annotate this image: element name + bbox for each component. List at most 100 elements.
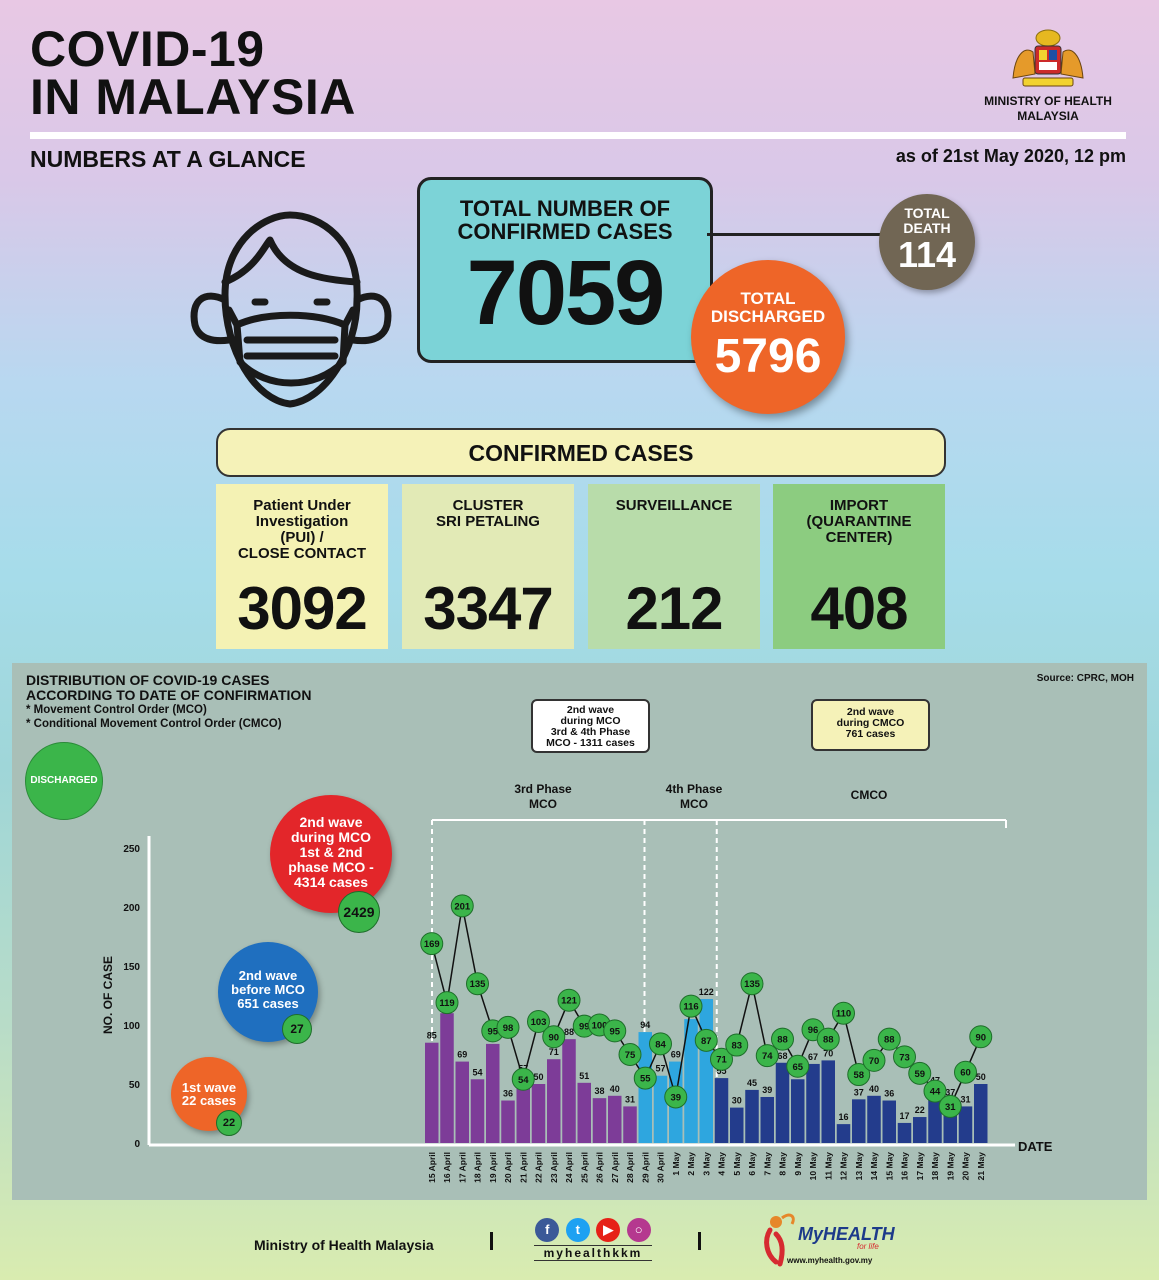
bar <box>440 1013 454 1143</box>
x-tick-label: 23 April <box>549 1152 559 1183</box>
bar <box>699 999 713 1143</box>
wave2-before-line: 651 cases <box>237 996 299 1011</box>
x-tick-label: 8 May <box>778 1152 788 1176</box>
x-tick-label: 12 May <box>839 1152 849 1181</box>
myhealth-url[interactable]: www.myhealth.gov.my <box>787 1256 873 1265</box>
discharged-marker <box>786 1054 810 1078</box>
discharged-value-label: 90 <box>548 1032 559 1043</box>
bar-value-label: 55 <box>716 1066 726 1076</box>
x-tick-label: 16 May <box>900 1152 910 1181</box>
discharged-value-label: 54 <box>518 1075 529 1086</box>
bar <box>836 1124 851 1143</box>
discharged-value-label: 135 <box>470 979 487 990</box>
discharged-marker <box>847 1063 871 1087</box>
discharged-marker <box>664 1085 688 1109</box>
bar-value-label: 57 <box>655 1064 665 1074</box>
discharged-value-label: 88 <box>823 1035 834 1046</box>
cluster-label: CLUSTER SRI PETALING <box>402 498 574 578</box>
phase4-label: MCO <box>680 797 708 811</box>
wave1-line: 22 cases <box>181 1093 237 1108</box>
discharged-marker <box>740 972 764 996</box>
bar <box>867 1095 881 1143</box>
wave2-mco-discharged: 2429 <box>338 891 380 933</box>
mco-wave-box-line: MCO - 1311 cases <box>546 737 635 749</box>
discharged-value-label: 98 <box>503 1023 514 1034</box>
bar-value-label: 17 <box>899 1111 909 1121</box>
discharged-value-label: 84 <box>655 1039 666 1050</box>
discharged-marker <box>542 1025 566 1049</box>
bar <box>470 1079 485 1143</box>
bar <box>547 1059 561 1143</box>
bar <box>653 1075 668 1143</box>
discharged-marker <box>832 1001 855 1025</box>
y-tick-label: 150 <box>123 962 140 973</box>
total-death-label-line-1: TOTAL <box>904 205 950 221</box>
x-tick-label: 3 May <box>701 1152 711 1176</box>
discharged-marker <box>816 1027 840 1051</box>
discharged-marker <box>877 1027 901 1051</box>
discharged-marker <box>603 1019 627 1043</box>
bar-value-label: 31 <box>625 1094 635 1104</box>
surveillance-label-line: SURVEILLANCE <box>615 497 733 514</box>
x-tick-label: 25 April <box>579 1152 589 1183</box>
discharged-value-label: 100 <box>592 1021 608 1032</box>
phase4-label: 4th Phase <box>666 782 723 796</box>
discharged-value-label: 75 <box>625 1050 636 1061</box>
discharged-marker <box>954 1060 977 1084</box>
total-death-label-line-2: DEATH <box>903 220 951 236</box>
bar-value-label: 69 <box>457 1050 467 1060</box>
x-tick-label: 14 May <box>869 1152 879 1181</box>
x-tick-label: 20 May <box>961 1152 971 1181</box>
bar-value-label: 122 <box>699 987 714 997</box>
bar <box>562 1039 576 1143</box>
wave2-before-discharged: 27 <box>282 1014 312 1044</box>
bar <box>714 1078 729 1143</box>
bar <box>806 1063 820 1143</box>
bar-value-label: 50 <box>533 1072 543 1082</box>
bar-value-label: 51 <box>579 1071 589 1081</box>
cluster-label-line: SRI PETALING <box>436 513 540 530</box>
bar <box>608 1095 622 1143</box>
x-tick-label: 1 May <box>671 1152 681 1176</box>
import-label-line: (QUARANTINE <box>806 513 912 530</box>
discharged-value-label: 55 <box>640 1074 651 1085</box>
total-discharged-value: 5796 <box>714 330 822 383</box>
mco-wave-box-line: during MCO <box>560 715 621 727</box>
wave2-mco-bubble: 2nd wave during MCO 1st & 2nd phase MCO … <box>270 795 392 913</box>
x-tick-label: 13 May <box>854 1152 864 1181</box>
bar-value-label: 54 <box>472 1067 482 1077</box>
discharged-value-label: 169 <box>424 939 440 950</box>
ministry-logo-block: MINISTRY OF HEALTH MALAYSIA <box>973 28 1123 124</box>
x-tick-label: 24 April <box>564 1152 574 1183</box>
discharged-value-label: 74 <box>762 1051 773 1062</box>
discharged-value-label: 135 <box>744 979 761 990</box>
discharged-value-label: 60 <box>960 1068 971 1079</box>
x-tick-label: 21 April <box>518 1152 528 1183</box>
twitter-icon[interactable]: t <box>565 1218 590 1242</box>
cluster-value: 3347 <box>423 575 553 642</box>
cmco-wave-box-line: 2nd wave <box>846 706 895 718</box>
discharged-marker <box>511 1067 535 1091</box>
bar-value-label: 69 <box>671 1050 681 1060</box>
discharged-value-label: 90 <box>975 1032 986 1043</box>
bar-value-label: 39 <box>762 1085 772 1095</box>
instagram-icon[interactable]: ○ <box>626 1218 651 1242</box>
mco-note: * Movement Control Order (MCO) <box>26 704 207 716</box>
discharged-value-label: 71 <box>716 1055 727 1066</box>
facebook-icon[interactable]: f <box>535 1218 560 1242</box>
total-death-value: 114 <box>897 234 957 275</box>
x-tick-label: 9 May <box>793 1152 803 1176</box>
discharged-value-label: 96 <box>808 1025 819 1036</box>
bar <box>821 1060 835 1143</box>
x-tick-label: 27 April <box>610 1152 620 1183</box>
footer-ministry: Ministry of Health Malaysia <box>254 1237 434 1253</box>
youtube-icon[interactable]: ▶ <box>596 1218 621 1242</box>
total-confirmed-label: TOTAL NUMBER OF CONFIRMED CASES <box>420 197 710 243</box>
discharged-value-label: 201 <box>454 901 471 912</box>
footer-separator <box>490 1232 493 1250</box>
discharged-value-label: 119 <box>439 998 454 1009</box>
discharged-legend: DISCHARGED <box>25 742 103 820</box>
subtitle: NUMBERS AT A GLANCE <box>30 146 306 172</box>
social-handle[interactable]: myhealthkkm <box>534 1245 652 1261</box>
x-tick-label: 4 May <box>717 1152 727 1176</box>
